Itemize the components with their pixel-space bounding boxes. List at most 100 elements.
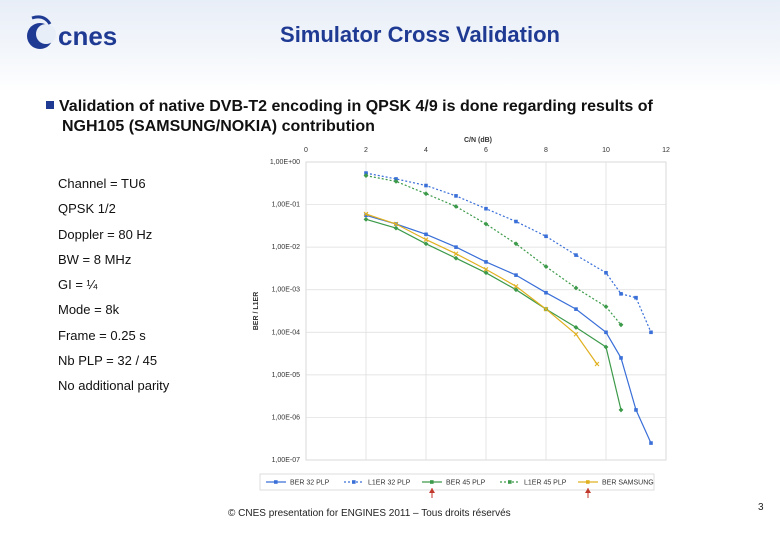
series-line-l1er-45-plp xyxy=(365,175,622,326)
y-axis-label: BER / L1ER xyxy=(253,292,260,331)
data-point xyxy=(619,292,623,296)
data-point xyxy=(513,283,519,289)
data-point xyxy=(543,264,549,269)
x-tick-label: 6 xyxy=(484,147,488,154)
x-tick-label: 4 xyxy=(424,147,428,154)
y-tick-label: 1,00E+00 xyxy=(270,159,300,166)
param-item: No additional parity xyxy=(58,378,170,394)
data-point xyxy=(513,241,519,247)
data-point xyxy=(573,325,579,330)
data-point xyxy=(649,330,653,335)
legend-marker xyxy=(508,480,512,484)
bullet-square-icon xyxy=(46,100,54,109)
comparison-bracket xyxy=(431,488,589,498)
param-item: QPSK 1/2 xyxy=(58,201,116,217)
data-point xyxy=(619,356,623,360)
legend-box xyxy=(259,473,655,491)
data-point xyxy=(544,290,548,295)
bullet-text-1: Validation of native DVB-T2 encoding in … xyxy=(59,98,653,115)
data-point xyxy=(543,306,549,312)
data-point xyxy=(544,234,548,239)
data-point xyxy=(573,331,579,337)
x-axis-label: C/N (dB) xyxy=(464,137,492,144)
data-point xyxy=(574,307,578,311)
data-point xyxy=(364,171,368,175)
x-tick-label: 10 xyxy=(602,147,610,154)
legend-marker xyxy=(274,480,278,484)
legend-marker xyxy=(352,480,356,484)
data-point xyxy=(604,330,608,335)
data-point xyxy=(634,295,638,300)
data-point xyxy=(649,441,653,445)
data-point xyxy=(513,287,519,293)
bullet-line-1: Validation of native DVB-T2 encoding in … xyxy=(46,96,766,118)
series-line-ber-45-plp xyxy=(365,218,622,411)
data-point xyxy=(604,270,608,275)
data-point xyxy=(424,232,428,237)
data-point xyxy=(424,183,428,188)
series-line-ber-32-plp xyxy=(365,214,652,444)
x-tick-label: 12 xyxy=(662,147,670,154)
y-tick-label: 1,00E-06 xyxy=(272,414,301,421)
x-tick-label: 2 xyxy=(364,147,368,154)
logo-text: cnes xyxy=(58,21,117,51)
data-point xyxy=(453,255,459,261)
legend-label: BER 32 PLP xyxy=(290,480,330,487)
slide-title-text: Simulator Cross Validation xyxy=(280,22,560,47)
param-item: GI = ¼ xyxy=(58,277,98,293)
data-point xyxy=(394,177,398,181)
cnes-logo: cnes xyxy=(27,15,117,51)
y-tick-label: 1,00E-01 xyxy=(272,202,301,209)
param-item: BW = 8 MHz xyxy=(58,251,132,267)
header-band xyxy=(0,0,780,92)
data-point xyxy=(483,270,489,276)
data-point xyxy=(423,237,429,243)
legend-label: BER SAMSUNG xyxy=(602,480,654,487)
y-tick-label: 1,00E-07 xyxy=(272,457,301,464)
y-tick-label: 1,00E-03 xyxy=(272,287,301,294)
param-item: Mode = 8k xyxy=(58,302,120,318)
data-point xyxy=(618,407,624,413)
y-tick-label: 1,00E-02 xyxy=(272,244,301,251)
data-point xyxy=(618,322,624,328)
data-point xyxy=(594,361,600,367)
param-item: Channel = TU6 xyxy=(58,176,146,191)
data-point xyxy=(484,206,488,211)
arrow-head-icon xyxy=(585,488,591,493)
data-point xyxy=(634,408,638,412)
data-point xyxy=(393,221,399,227)
arrow-head-icon xyxy=(429,488,435,493)
legend-label: L1ER 32 PLP xyxy=(368,480,411,487)
data-point xyxy=(603,344,609,350)
data-point xyxy=(603,304,609,310)
data-point xyxy=(574,253,578,257)
x-tick-label: 8 xyxy=(544,147,548,154)
parameter-list: Channel = TU6 QPSK 1/2 Doppler = 80 Hz B… xyxy=(58,174,258,402)
data-point xyxy=(514,273,518,277)
bullet-line-2: NGH105 (SAMSUNG/NOKIA) contribution xyxy=(62,118,375,135)
data-point xyxy=(483,267,489,272)
y-tick-label: 1,00E-04 xyxy=(272,329,301,336)
x-tick-label: 0 xyxy=(304,147,308,154)
slide-title: Simulator Cross Validation xyxy=(0,22,780,48)
data-point xyxy=(483,221,489,227)
data-point xyxy=(573,285,579,291)
data-point xyxy=(364,213,368,218)
footer-copyright: © CNES presentation for ENGINES 2011 – T… xyxy=(228,508,511,519)
data-point xyxy=(363,211,369,217)
param-item: Nb PLP = 32 / 45 xyxy=(58,353,158,369)
data-point xyxy=(484,260,488,264)
series-line-l1er-32-plp xyxy=(365,172,652,333)
y-tick-label: 1,00E-05 xyxy=(272,372,301,379)
page-number: 3 xyxy=(758,502,764,513)
legend-label: BER 45 PLP xyxy=(446,480,486,487)
param-item: Doppler = 80 Hz xyxy=(58,226,153,242)
param-item: Frame = 0.25 s xyxy=(58,327,146,343)
legend-marker xyxy=(586,480,590,484)
data-point xyxy=(454,194,458,198)
data-point xyxy=(453,251,459,257)
ber-chart: 0 2 4 6 8 10 12 1,00E+00 1,00E-01 1,00E-02 1,00E-0… xyxy=(253,137,670,498)
data-point xyxy=(514,219,518,224)
legend-label: L1ER 45 PLP xyxy=(524,480,567,487)
data-point xyxy=(454,245,458,249)
